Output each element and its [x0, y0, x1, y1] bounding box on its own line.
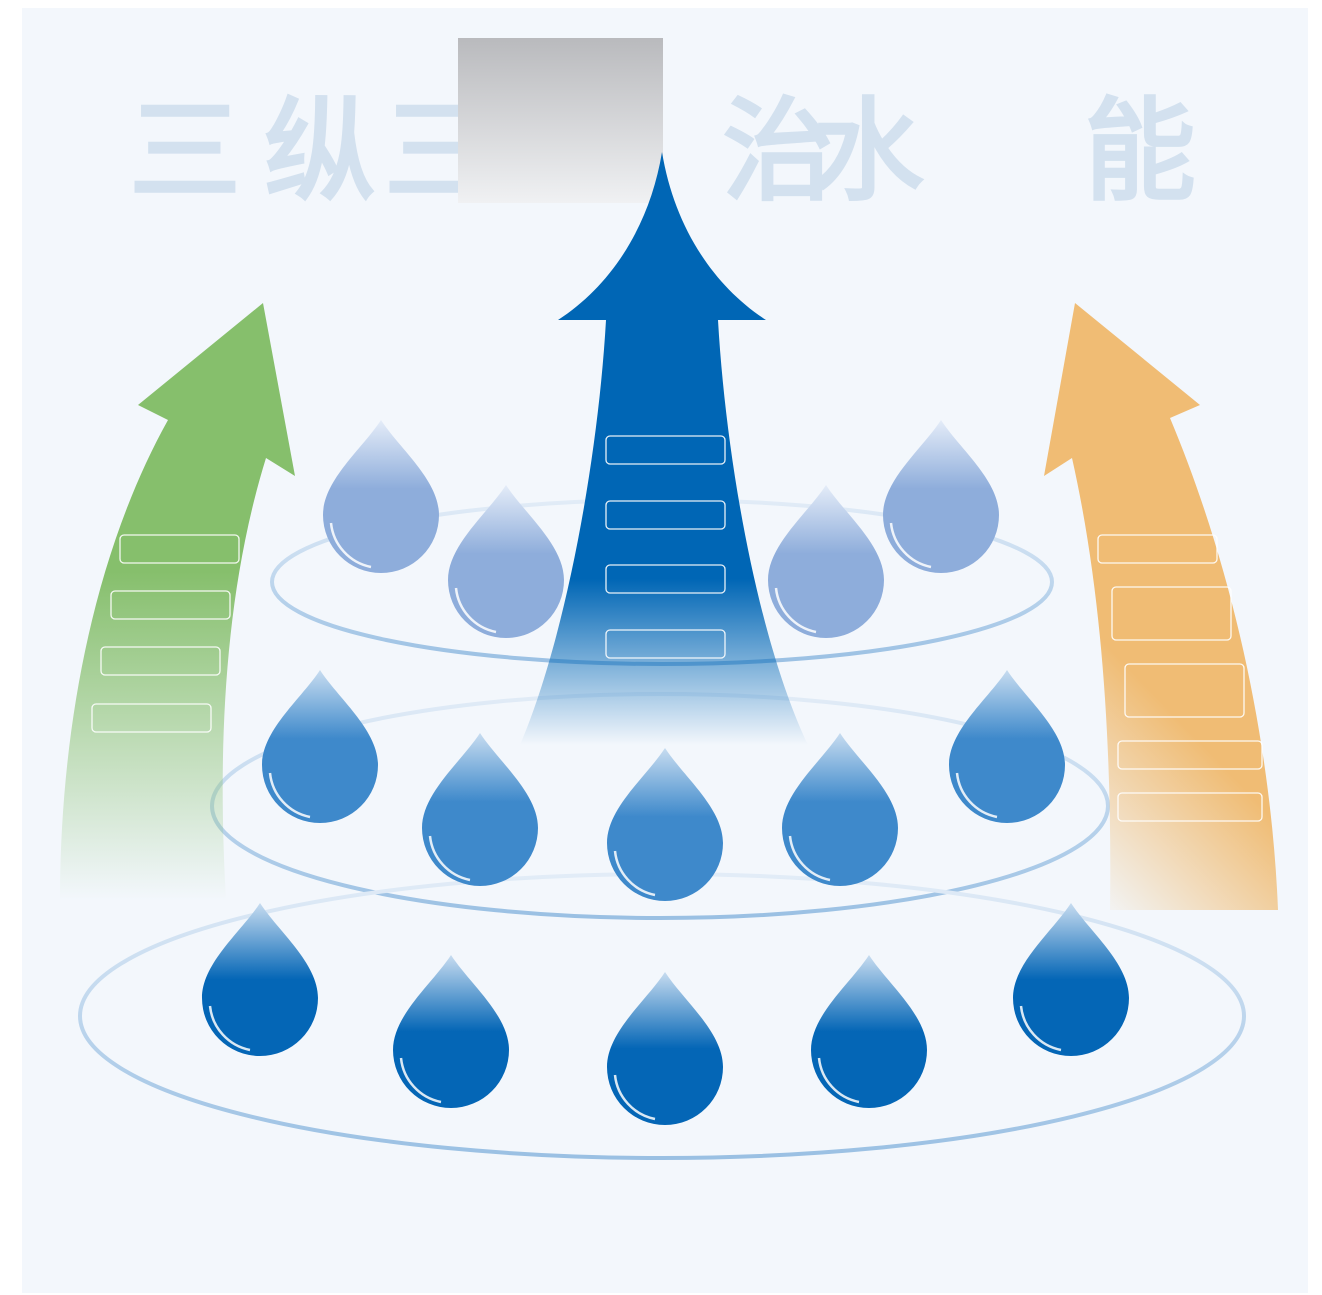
- diagram-title: 三纵三治水能: [129, 86, 1196, 217]
- water-drop: [811, 955, 927, 1108]
- orange-arrow: [1044, 303, 1278, 910]
- water-drop: [782, 733, 898, 886]
- water-drop: [422, 733, 538, 886]
- title-char: 水: [812, 86, 925, 217]
- orange-label-box: [1117, 740, 1263, 770]
- orange-label-box: [1124, 663, 1245, 718]
- blue-label-box: [605, 629, 726, 659]
- blue-label-box: [605, 435, 726, 465]
- orange-label-box: [1097, 534, 1218, 564]
- water-drop: [1013, 903, 1129, 1056]
- water-drop: [202, 903, 318, 1056]
- green-label-box: [110, 590, 231, 620]
- water-drop: [323, 420, 439, 573]
- title-char: 纵: [264, 86, 376, 217]
- water-drop: [768, 485, 884, 638]
- orange-label-box: [1117, 792, 1263, 822]
- title-char: 能: [1084, 86, 1196, 217]
- label-boxes: [91, 435, 1263, 822]
- green-label-box: [91, 703, 212, 733]
- water-drop: [393, 955, 509, 1108]
- water-drop: [949, 670, 1065, 823]
- blue-label-box: [605, 500, 726, 530]
- orange-label-box: [1111, 586, 1232, 641]
- title-occluder: [458, 38, 663, 203]
- water-drop: [883, 420, 999, 573]
- water-drop: [607, 748, 723, 901]
- blue-label-box: [605, 564, 726, 594]
- water-drop: [448, 485, 564, 638]
- title-char: 三: [129, 86, 241, 217]
- water-drop: [262, 670, 378, 823]
- drops: [202, 420, 1129, 1125]
- diagram-svg: 三纵三治水能: [60, 38, 1278, 1160]
- green-arrow: [60, 303, 295, 900]
- green-label-box: [119, 534, 240, 564]
- title-char: 治: [722, 86, 834, 217]
- green-label-box: [100, 646, 221, 676]
- diagram-canvas: 三纵三治水能: [22, 8, 1308, 1293]
- blue-arrow: [520, 152, 808, 745]
- water-drop: [607, 972, 723, 1125]
